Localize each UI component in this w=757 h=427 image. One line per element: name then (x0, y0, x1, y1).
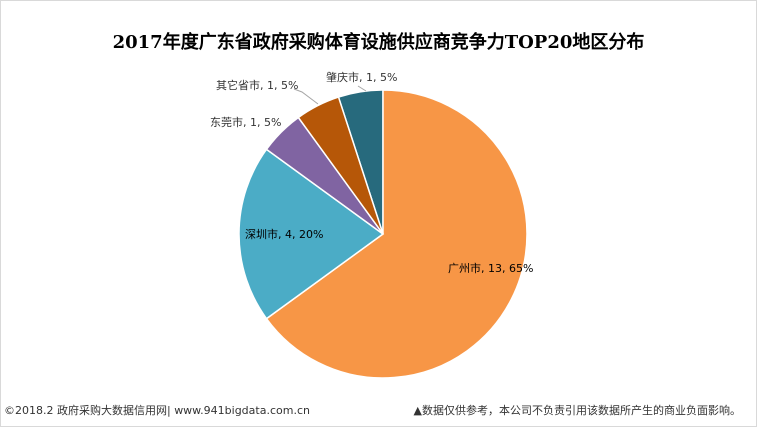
data-label-2: 广州市, 13, 65% (448, 261, 533, 275)
pie-slice-2 (265, 89, 528, 379)
data-label-4: 东莞市, 1, 5% (210, 115, 281, 129)
chart-title: 2017年度广东省政府采购体育设施供应商竞争力TOP20地区分布 (112, 32, 645, 53)
pie-slice-5 (297, 96, 384, 235)
footer-source: ©2018.2 政府采购大数据信用网| www.941bigdata.com.c… (4, 404, 310, 417)
data-label-1: 肇庆市, 1, 5% (326, 70, 397, 84)
leader-line-1 (357, 85, 367, 92)
footer-disclaimer: ▲数据仅供参考，本公司不负责引用该数据所产生的商业负面影响。 (413, 404, 741, 417)
data-label-5: 其它省市, 1, 5% (216, 78, 298, 92)
leader-line-5 (293, 88, 319, 105)
pie-slice-3 (238, 148, 385, 320)
data-label-3: 深圳市, 4, 20% (245, 227, 323, 241)
